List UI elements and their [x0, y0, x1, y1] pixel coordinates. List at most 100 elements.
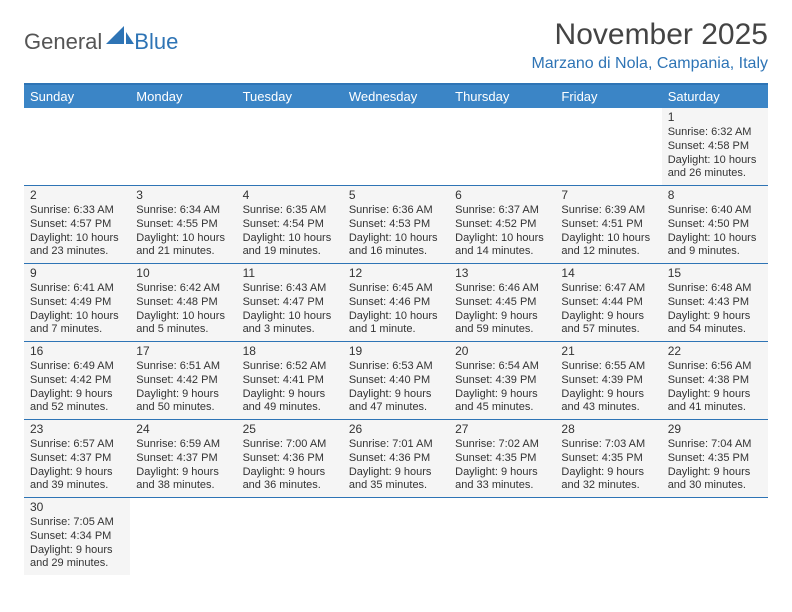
day-number: 8	[668, 188, 762, 203]
day-number: 29	[668, 422, 762, 437]
day-number: 2	[30, 188, 124, 203]
calendar-cell: 20Sunrise: 6:54 AMSunset: 4:39 PMDayligh…	[449, 342, 555, 419]
day-number: 14	[561, 266, 655, 281]
daylight-text: and 29 minutes.	[30, 557, 124, 571]
sunset-text: Sunset: 4:45 PM	[455, 296, 549, 310]
daylight-text: Daylight: 10 hours	[668, 232, 762, 246]
calendar-cell: 9Sunrise: 6:41 AMSunset: 4:49 PMDaylight…	[24, 264, 130, 341]
daylight-text: Daylight: 9 hours	[561, 388, 655, 402]
sunrise-text: Sunrise: 7:05 AM	[30, 516, 124, 530]
calendar-week: 30Sunrise: 7:05 AMSunset: 4:34 PMDayligh…	[24, 498, 768, 575]
calendar-cell: 21Sunrise: 6:55 AMSunset: 4:39 PMDayligh…	[555, 342, 661, 419]
daylight-text: Daylight: 10 hours	[30, 232, 124, 246]
daylight-text: Daylight: 9 hours	[30, 388, 124, 402]
sunset-text: Sunset: 4:35 PM	[455, 452, 549, 466]
day-number: 1	[668, 110, 762, 125]
daylight-text: Daylight: 9 hours	[668, 466, 762, 480]
sunrise-text: Sunrise: 6:37 AM	[455, 204, 549, 218]
sunrise-text: Sunrise: 6:35 AM	[243, 204, 337, 218]
day-number: 20	[455, 344, 549, 359]
calendar-cell: 1Sunrise: 6:32 AMSunset: 4:58 PMDaylight…	[662, 108, 768, 185]
sunrise-text: Sunrise: 6:53 AM	[349, 360, 443, 374]
calendar-cell: 14Sunrise: 6:47 AMSunset: 4:44 PMDayligh…	[555, 264, 661, 341]
daylight-text: and 36 minutes.	[243, 479, 337, 493]
calendar-cell-empty	[449, 498, 555, 575]
daylight-text: and 39 minutes.	[30, 479, 124, 493]
daylight-text: and 59 minutes.	[455, 323, 549, 337]
daylight-text: Daylight: 9 hours	[455, 310, 549, 324]
sunset-text: Sunset: 4:36 PM	[349, 452, 443, 466]
dow-sunday: Sunday	[24, 85, 130, 108]
daylight-text: Daylight: 9 hours	[243, 466, 337, 480]
calendar-cell-empty	[343, 108, 449, 185]
sunset-text: Sunset: 4:44 PM	[561, 296, 655, 310]
day-number: 16	[30, 344, 124, 359]
calendar-cell-empty	[130, 108, 236, 185]
sunset-text: Sunset: 4:55 PM	[136, 218, 230, 232]
sunset-text: Sunset: 4:35 PM	[668, 452, 762, 466]
sunrise-text: Sunrise: 6:41 AM	[30, 282, 124, 296]
daylight-text: Daylight: 9 hours	[136, 466, 230, 480]
sunrise-text: Sunrise: 6:34 AM	[136, 204, 230, 218]
logo-text-blue: Blue	[134, 29, 178, 55]
day-number: 28	[561, 422, 655, 437]
day-number: 22	[668, 344, 762, 359]
sunrise-text: Sunrise: 7:02 AM	[455, 438, 549, 452]
day-number: 7	[561, 188, 655, 203]
calendar-cell: 27Sunrise: 7:02 AMSunset: 4:35 PMDayligh…	[449, 420, 555, 497]
daylight-text: and 30 minutes.	[668, 479, 762, 493]
location-subtitle: Marzano di Nola, Campania, Italy	[531, 55, 768, 73]
calendar-week: 23Sunrise: 6:57 AMSunset: 4:37 PMDayligh…	[24, 420, 768, 498]
sunrise-text: Sunrise: 6:40 AM	[668, 204, 762, 218]
sunrise-text: Sunrise: 6:47 AM	[561, 282, 655, 296]
sunset-text: Sunset: 4:58 PM	[668, 140, 762, 154]
calendar-cell: 18Sunrise: 6:52 AMSunset: 4:41 PMDayligh…	[237, 342, 343, 419]
daylight-text: and 21 minutes.	[136, 245, 230, 259]
sunset-text: Sunset: 4:47 PM	[243, 296, 337, 310]
day-number: 9	[30, 266, 124, 281]
sunrise-text: Sunrise: 6:46 AM	[455, 282, 549, 296]
calendar-week: 16Sunrise: 6:49 AMSunset: 4:42 PMDayligh…	[24, 342, 768, 420]
dow-saturday: Saturday	[662, 85, 768, 108]
sunset-text: Sunset: 4:49 PM	[30, 296, 124, 310]
day-number: 3	[136, 188, 230, 203]
sunset-text: Sunset: 4:50 PM	[668, 218, 762, 232]
day-number: 23	[30, 422, 124, 437]
calendar-cell: 26Sunrise: 7:01 AMSunset: 4:36 PMDayligh…	[343, 420, 449, 497]
daylight-text: Daylight: 9 hours	[561, 466, 655, 480]
daylight-text: Daylight: 9 hours	[30, 466, 124, 480]
daylight-text: and 5 minutes.	[136, 323, 230, 337]
calendar-cell-empty	[449, 108, 555, 185]
calendar-cell: 8Sunrise: 6:40 AMSunset: 4:50 PMDaylight…	[662, 186, 768, 263]
sunrise-text: Sunrise: 6:55 AM	[561, 360, 655, 374]
sunset-text: Sunset: 4:57 PM	[30, 218, 124, 232]
calendar-cell: 23Sunrise: 6:57 AMSunset: 4:37 PMDayligh…	[24, 420, 130, 497]
calendar-cell: 12Sunrise: 6:45 AMSunset: 4:46 PMDayligh…	[343, 264, 449, 341]
daylight-text: and 41 minutes.	[668, 401, 762, 415]
daylight-text: and 9 minutes.	[668, 245, 762, 259]
sunrise-text: Sunrise: 7:00 AM	[243, 438, 337, 452]
title-block: November 2025 Marzano di Nola, Campania,…	[531, 18, 768, 73]
daylight-text: Daylight: 9 hours	[136, 388, 230, 402]
sunrise-text: Sunrise: 6:43 AM	[243, 282, 337, 296]
sunset-text: Sunset: 4:39 PM	[455, 374, 549, 388]
calendar-cell: 13Sunrise: 6:46 AMSunset: 4:45 PMDayligh…	[449, 264, 555, 341]
daylight-text: and 50 minutes.	[136, 401, 230, 415]
sunrise-text: Sunrise: 6:54 AM	[455, 360, 549, 374]
calendar-cell: 19Sunrise: 6:53 AMSunset: 4:40 PMDayligh…	[343, 342, 449, 419]
daylight-text: Daylight: 9 hours	[455, 466, 549, 480]
sunset-text: Sunset: 4:37 PM	[30, 452, 124, 466]
daylight-text: and 38 minutes.	[136, 479, 230, 493]
dow-friday: Friday	[555, 85, 661, 108]
calendar-cell: 16Sunrise: 6:49 AMSunset: 4:42 PMDayligh…	[24, 342, 130, 419]
sunrise-text: Sunrise: 6:51 AM	[136, 360, 230, 374]
sunrise-text: Sunrise: 7:04 AM	[668, 438, 762, 452]
logo-text-general: General	[24, 29, 102, 55]
daylight-text: and 57 minutes.	[561, 323, 655, 337]
sunset-text: Sunset: 4:41 PM	[243, 374, 337, 388]
calendar-cell: 24Sunrise: 6:59 AMSunset: 4:37 PMDayligh…	[130, 420, 236, 497]
daylight-text: and 14 minutes.	[455, 245, 549, 259]
page-title: November 2025	[531, 18, 768, 51]
daylight-text: and 32 minutes.	[561, 479, 655, 493]
daylight-text: Daylight: 10 hours	[243, 310, 337, 324]
